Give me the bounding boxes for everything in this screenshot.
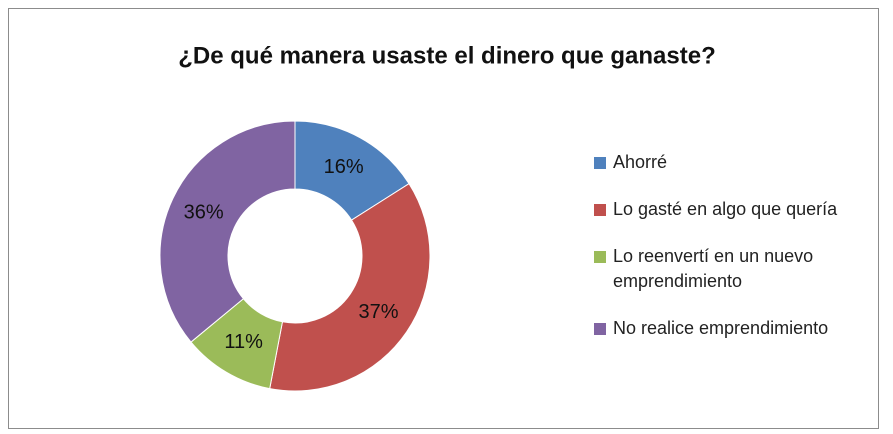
data-label: 11% xyxy=(224,331,263,353)
legend-item: No realice emprendimiento xyxy=(594,316,869,341)
data-label: 37% xyxy=(359,301,399,323)
slice xyxy=(159,120,296,343)
legend-label: Lo reenvertí en un nuevo emprendimiento xyxy=(613,246,814,291)
chart-frame xyxy=(8,8,879,429)
legend-item: Lo gasté en algo que quería xyxy=(594,197,869,222)
legend-label: Ahorré xyxy=(613,152,668,172)
data-label: 36% xyxy=(184,201,224,223)
legend-swatch xyxy=(594,204,606,216)
data-label: 16% xyxy=(324,156,364,178)
slice xyxy=(269,182,431,392)
chart-title: ¿De qué manera usaste el dinero que gana… xyxy=(178,42,716,69)
legend-item: Lo reenvertí en un nuevo emprendimiento xyxy=(594,244,869,294)
slice xyxy=(294,120,410,221)
legend-swatch xyxy=(594,323,606,335)
legend: Ahorré Lo gasté en algo que quería Lo reen… xyxy=(594,150,869,363)
legend-label: No realice emprendimiento xyxy=(613,318,829,338)
legend-swatch xyxy=(594,157,606,169)
legend-label: Lo gasté en algo que quería xyxy=(613,199,838,219)
legend-item: Ahorré xyxy=(594,150,869,175)
legend-swatch xyxy=(594,251,606,263)
